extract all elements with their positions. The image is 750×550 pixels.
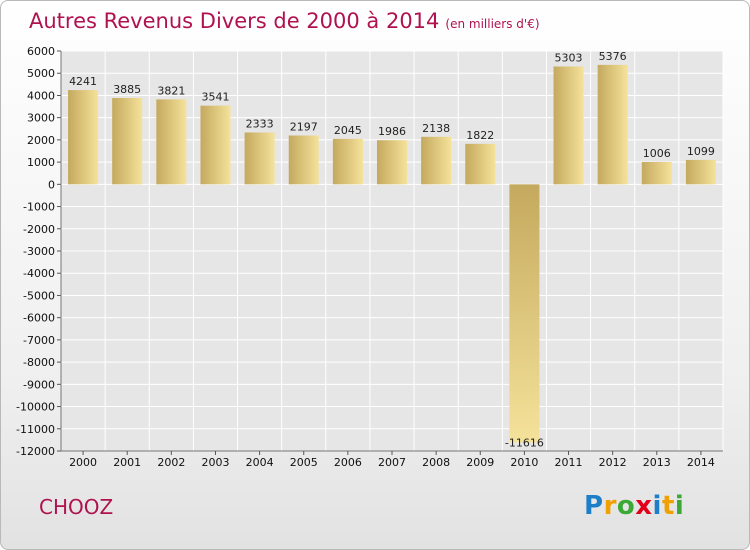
x-tick-label: 2007 [378,456,406,469]
y-tick-label: -2000 [23,223,55,236]
logo-letter: x [635,491,653,521]
y-tick-label: 5000 [27,67,55,80]
x-tick-label: 2003 [201,456,229,469]
bar-2014 [685,159,716,185]
x-tick-label: 2012 [599,456,627,469]
data-label-2014: 1099 [687,145,715,158]
y-axis: 6000 5000 4000 3000 2000 1000 0 -1000 -2000 -3000… [16,45,62,458]
y-tick-label: -9000 [23,378,55,391]
y-tick-label: -4000 [23,267,55,280]
data-label-2006: 2045 [334,124,362,137]
data-label-2000: 4241 [69,75,97,88]
bars [68,64,716,443]
x-tick-label: 2008 [422,456,450,469]
bar-2001 [112,98,143,185]
x-tick-label: 2004 [246,456,274,469]
y-tick-label: 4000 [27,89,55,102]
x-tick-label: 2014 [687,456,715,469]
data-label-2005: 2197 [290,121,318,134]
bar-2010 [509,184,540,443]
y-tick-label: -11000 [16,423,55,436]
y-tick-label: -5000 [23,289,55,302]
data-label-2001: 3885 [113,83,141,96]
x-tick-label: 2000 [69,456,97,469]
x-tick-label: 2001 [113,456,141,469]
logo-letter: o [616,491,636,521]
chart-title-text: Autres Revenus Divers de 2000 à 2014 [29,9,440,33]
data-label-2011: 5303 [555,51,583,64]
bar-2008 [421,136,452,185]
y-tick-label: 2000 [27,134,55,147]
logo-letter: i [652,491,662,521]
bar-2003 [200,105,231,185]
proxiti-logo[interactable]: Proxiti [584,491,684,521]
bar-2002 [156,99,187,185]
data-labels: 4241 3885 3821 3541 2333 2197 2045 1986 2138 1822… [69,50,715,450]
data-label-2007: 1986 [378,125,406,138]
data-label-2013: 1006 [643,147,671,160]
logo-letter: r [603,491,617,521]
x-axis: 2000 2001 2002 2003 2004 2005 2006 2007 2008 2009… [61,450,723,469]
logo-letter: i [674,491,685,521]
y-tick-label: -8000 [23,356,55,369]
bar-2007 [377,140,407,185]
y-tick-label: -3000 [23,245,55,258]
y-tick-label: -6000 [23,312,55,325]
bar-2005 [288,135,319,185]
logo-letter: P [584,491,604,521]
chart-title: Autres Revenus Divers de 2000 à 2014 (en … [29,9,540,33]
data-label-2002: 3821 [157,84,185,97]
data-label-2010: -11616 [505,436,544,449]
data-label-2004: 2333 [246,117,274,130]
bar-2009 [465,143,496,185]
x-tick-label: 2013 [643,456,671,469]
x-tick-label: 2009 [466,456,494,469]
x-tick-label: 2010 [510,456,538,469]
bar-2000 [68,90,99,185]
bar-2006 [332,138,363,185]
y-tick-label: -10000 [16,401,55,414]
y-tick-label: -7000 [23,334,55,347]
data-label-2009: 1822 [466,129,494,142]
y-tick-label: -12000 [16,445,55,458]
y-tick-label: 1000 [27,156,55,169]
bar-2004 [244,132,275,185]
x-tick-label: 2011 [555,456,583,469]
y-tick-label: 3000 [27,112,55,125]
town-name: CHOOZ [39,495,114,519]
data-label-2003: 3541 [201,91,229,104]
data-label-2012: 5376 [599,50,627,63]
y-tick-label: 0 [48,178,55,191]
y-tick-label: -1000 [23,201,55,214]
bar-2012 [597,64,628,185]
bar-2011 [553,66,584,185]
bar-2013 [641,161,672,185]
y-tick-label: 6000 [27,45,55,58]
x-tick-label: 2002 [157,456,185,469]
logo-letter: t [661,491,675,521]
x-tick-label: 2005 [290,456,318,469]
data-label-2008: 2138 [422,122,450,135]
x-tick-label: 2006 [334,456,362,469]
chart-subtitle: (en milliers d'€) [445,17,540,31]
